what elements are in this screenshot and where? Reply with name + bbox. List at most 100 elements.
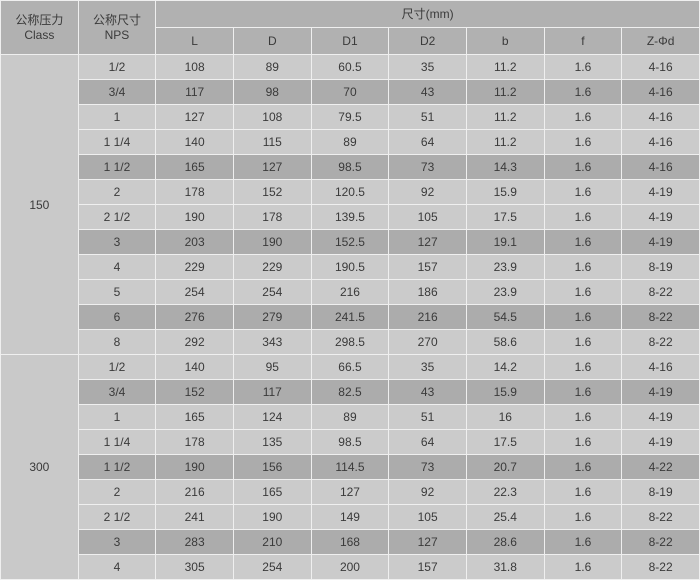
dim-cell-D1: 60.5	[310, 54, 390, 80]
nps-cell: 8	[77, 329, 157, 355]
header-nominal-size: 公称尺寸 NPS	[77, 0, 157, 55]
dim-cell-Z-Φd: 4-19	[621, 229, 700, 255]
dim-cell-b: 25.4	[465, 504, 545, 530]
dim-cell-L: 229	[155, 254, 234, 280]
dim-cell-L: 117	[155, 79, 234, 105]
dim-cell-D1: 70	[310, 79, 390, 105]
dim-cell-b: 11.2	[465, 54, 545, 80]
dim-cell-D: 95	[232, 354, 312, 380]
dim-cell-D1: 168	[310, 529, 390, 555]
dim-cell-L: 140	[155, 354, 234, 380]
dim-cell-D: 98	[232, 79, 312, 105]
dim-cell-L: 165	[155, 404, 234, 430]
dim-cell-D2: 43	[388, 379, 467, 405]
table-body: 150 1/2 108 89 60.5 35 11.2 1.6 4-16 3/4 117 98 70 43…	[0, 54, 700, 580]
pressure-class-cell: 300	[0, 354, 79, 580]
dim-cell-D2: 92	[388, 179, 467, 205]
table-row: 2 216 165 127 92 22.3 1.6 8-19	[1, 479, 700, 505]
dim-cell-D2: 73	[388, 154, 467, 180]
dim-cell-Z-Φd: 4-19	[621, 429, 700, 455]
nps-cell: 1/2	[77, 354, 157, 380]
dim-cell-L: 165	[155, 154, 234, 180]
table-row: 2 1/2 241 190 149 105 25.4 1.6 8-22	[1, 504, 700, 530]
header-size-en: NPS	[104, 27, 130, 42]
dim-cell-b: 58.6	[465, 329, 545, 355]
dim-cell-Z-Φd: 4-16	[621, 129, 700, 155]
header-dim-col-1: D	[232, 27, 312, 55]
table-row: 2 178 152 120.5 92 15.9 1.6 4-19	[1, 179, 700, 205]
dim-cell-D2: 64	[388, 429, 467, 455]
nps-cell: 1/2	[77, 54, 157, 80]
dim-cell-f: 1.6	[543, 129, 623, 155]
dim-cell-D1: 149	[310, 504, 390, 530]
dim-cell-f: 1.6	[543, 179, 623, 205]
dim-cell-f: 1.6	[543, 254, 623, 280]
dim-cell-D2: 157	[388, 254, 467, 280]
dim-cell-D1: 190.5	[310, 254, 390, 280]
table-row: 3/4 117 98 70 43 11.2 1.6 4-16	[1, 79, 700, 105]
dim-cell-Z-Φd: 4-16	[621, 79, 700, 105]
header-dim-col-6: Z-Φd	[621, 27, 700, 55]
dim-cell-Z-Φd: 4-19	[621, 179, 700, 205]
dim-cell-D: 254	[232, 554, 312, 580]
dim-cell-D1: 89	[310, 404, 390, 430]
dim-cell-D: 210	[232, 529, 312, 555]
dim-cell-L: 108	[155, 54, 234, 80]
header-pressure-zh: 公称压力	[15, 12, 64, 27]
dim-cell-D: 124	[232, 404, 312, 430]
table-row: 1 127 108 79.5 51 11.2 1.6 4-16	[1, 104, 700, 130]
table-row: 1 165 124 89 51 16 1.6 4-19	[1, 404, 700, 430]
dim-cell-b: 54.5	[465, 304, 545, 330]
nps-cell: 2 1/2	[77, 504, 157, 530]
dim-cell-b: 15.9	[465, 379, 545, 405]
dim-cell-D1: 241.5	[310, 304, 390, 330]
nps-cell: 1	[77, 404, 157, 430]
dim-cell-L: 140	[155, 129, 234, 155]
header-pressure-en: Class	[24, 27, 55, 42]
dim-cell-f: 1.6	[543, 279, 623, 305]
dim-cell-D2: 216	[388, 304, 467, 330]
dim-cell-f: 1.6	[543, 354, 623, 380]
nps-cell: 3	[77, 229, 157, 255]
dim-cell-L: 254	[155, 279, 234, 305]
dim-cell-D2: 51	[388, 404, 467, 430]
dim-cell-D1: 152.5	[310, 229, 390, 255]
dim-cell-L: 152	[155, 379, 234, 405]
dim-cell-D1: 298.5	[310, 329, 390, 355]
table-row: 3 283 210 168 127 28.6 1.6 8-22	[1, 529, 700, 555]
dim-cell-L: 305	[155, 554, 234, 580]
dim-cell-b: 11.2	[465, 79, 545, 105]
dim-cell-Z-Φd: 8-22	[621, 329, 700, 355]
dim-cell-D: 178	[232, 204, 312, 230]
nps-cell: 2	[77, 479, 157, 505]
header-pressure-class: 公称压力 Class	[0, 0, 79, 55]
dim-cell-D2: 51	[388, 104, 467, 130]
header-dim-col-4: b	[465, 27, 545, 55]
header-dim-col-2: D1	[310, 27, 390, 55]
pressure-class-cell: 150	[0, 54, 79, 355]
dim-cell-f: 1.6	[543, 454, 623, 480]
nps-cell: 3/4	[77, 379, 157, 405]
dim-cell-D: 108	[232, 104, 312, 130]
dim-cell-D1: 216	[310, 279, 390, 305]
header-dim-col-3: D2	[388, 27, 467, 55]
dim-cell-D1: 66.5	[310, 354, 390, 380]
dim-cell-f: 1.6	[543, 479, 623, 505]
dim-cell-L: 190	[155, 204, 234, 230]
dim-cell-b: 14.3	[465, 154, 545, 180]
dim-cell-b: 19.1	[465, 229, 545, 255]
dim-cell-f: 1.6	[543, 504, 623, 530]
dim-cell-D: 190	[232, 229, 312, 255]
nps-cell: 1	[77, 104, 157, 130]
table-row: 300 1/2 140 95 66.5 35 14.2 1.6 4-16	[0, 354, 700, 580]
dim-cell-Z-Φd: 4-22	[621, 454, 700, 480]
dim-cell-D: 117	[232, 379, 312, 405]
dim-cell-f: 1.6	[543, 529, 623, 555]
dim-cell-D: 156	[232, 454, 312, 480]
dim-cell-f: 1.6	[543, 329, 623, 355]
nps-cell: 4	[77, 254, 157, 280]
header-dim-col-0: L	[155, 27, 234, 55]
dim-cell-Z-Φd: 8-19	[621, 479, 700, 505]
dim-cell-D2: 35	[388, 54, 467, 80]
dim-cell-b: 28.6	[465, 529, 545, 555]
